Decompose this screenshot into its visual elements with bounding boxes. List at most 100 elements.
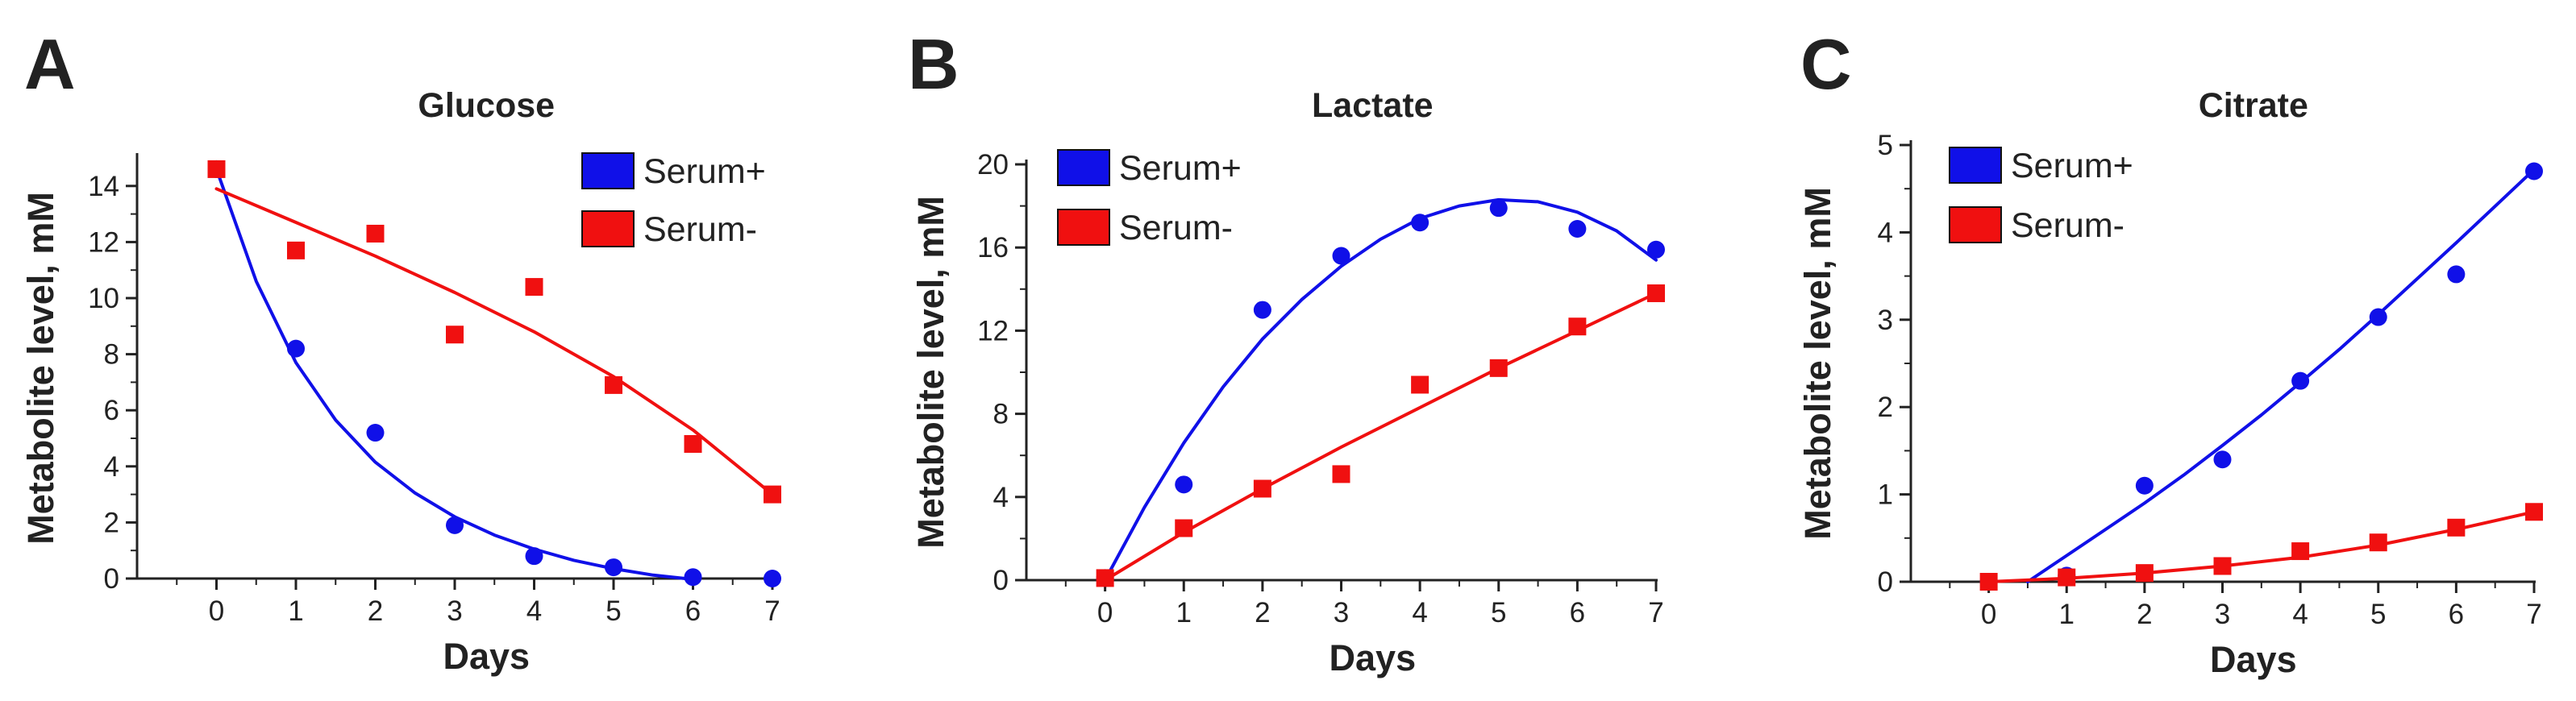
x-tick-label: 0 (1981, 599, 1996, 630)
data-point-serum-plus (764, 570, 781, 587)
data-point-serum-plus (1647, 240, 1665, 259)
panel-letter: A (24, 24, 76, 104)
fit-curve-serum-minus (1987, 510, 2536, 583)
data-point-serum-minus (2291, 542, 2310, 561)
fit-curve-serum-minus (1103, 292, 1658, 582)
legend-label-serum-plus: Serum+ (643, 152, 766, 191)
x-tick-label: 7 (1648, 597, 1663, 628)
x-tick-label: 1 (2059, 599, 2075, 630)
data-point-serum-plus (605, 558, 622, 577)
y-tick-label: 6 (104, 395, 119, 426)
legend-swatch-serum-minus (581, 210, 635, 247)
data-point-serum-minus (2213, 557, 2232, 575)
legend-swatch-serum-minus (1949, 206, 2002, 243)
y-tick-label: 8 (993, 399, 1009, 430)
chart-title: Citrate (2199, 86, 2308, 125)
data-point-serum-minus (1979, 573, 1998, 591)
fit-curve-serum-plus (2025, 168, 2536, 583)
chart-title: Lactate (1312, 86, 1434, 125)
y-tick-label: 1 (1878, 479, 1893, 511)
data-point-serum-minus (1647, 284, 1665, 302)
data-point-serum-plus (525, 547, 543, 566)
data-point-serum-plus (684, 568, 702, 587)
data-point-serum-minus (1489, 359, 1508, 377)
x-axis-label: Days (1330, 637, 1417, 678)
y-tick-label: 12 (88, 226, 119, 258)
data-point-serum-minus (1096, 569, 1114, 587)
y-tick-label: 2 (104, 507, 119, 538)
fit-curve-serum-plus (1103, 197, 1658, 582)
data-point-serum-minus (2525, 503, 2543, 521)
x-tick-label: 1 (1176, 597, 1192, 628)
y-axis-label: Metabolite level, mM (20, 192, 61, 545)
x-tick-label: 3 (447, 595, 462, 627)
data-point-serum-plus (1489, 199, 1508, 218)
y-tick-label: 3 (1878, 305, 1893, 336)
x-tick-label: 7 (2526, 599, 2541, 630)
data-point-serum-plus (2525, 162, 2543, 180)
data-point-serum-minus (207, 160, 226, 178)
legend-label-serum-minus: Serum- (1119, 209, 1233, 247)
x-tick-label: 0 (209, 595, 224, 627)
legend-label-serum-plus: Serum+ (1119, 149, 1242, 188)
data-point-serum-plus (2369, 308, 2387, 326)
x-tick-label: 7 (764, 595, 780, 627)
data-point-serum-plus (1253, 301, 1271, 319)
x-tick-label: 6 (685, 595, 701, 627)
data-point-serum-minus (684, 434, 702, 453)
legend-swatch-serum-minus (1057, 209, 1110, 246)
data-point-serum-minus (2447, 518, 2466, 537)
data-point-serum-minus (525, 278, 543, 297)
legend-label-serum-minus: Serum- (643, 210, 757, 249)
data-point-serum-minus (1568, 317, 1587, 336)
x-tick-label: 2 (1255, 597, 1270, 628)
data-point-serum-minus (2058, 568, 2076, 587)
data-point-serum-minus (605, 375, 622, 394)
data-point-serum-plus (1175, 475, 1193, 494)
panel-letter: B (908, 24, 959, 104)
data-point-serum-plus (446, 516, 464, 534)
data-point-serum-minus (287, 241, 305, 259)
panel-letter: C (1800, 24, 1852, 104)
data-point-serum-plus (2447, 265, 2466, 284)
data-point-serum-minus (446, 326, 464, 344)
legend: Serum+ Serum- (581, 152, 766, 249)
x-tick-label: 5 (1491, 597, 1506, 628)
legend-label-serum-minus: Serum- (2011, 206, 2124, 245)
y-tick-label: 0 (104, 563, 119, 595)
x-tick-label: 6 (1570, 597, 1585, 628)
y-tick-label: 12 (977, 315, 1009, 346)
y-axis-label: Metabolite level, mM (910, 196, 951, 549)
legend-swatch-serum-plus (1949, 147, 2002, 184)
x-tick-label: 5 (2370, 599, 2386, 630)
x-tick-label: 6 (2449, 599, 2464, 630)
y-tick-label: 20 (977, 149, 1009, 180)
data-point-serum-plus (1568, 219, 1587, 238)
x-tick-label: 5 (606, 595, 621, 627)
x-tick-label: 3 (1334, 597, 1349, 628)
data-point-serum-plus (2135, 476, 2154, 495)
y-tick-label: 0 (993, 565, 1009, 596)
data-point-serum-minus (1253, 479, 1271, 498)
y-tick-label: 4 (993, 482, 1009, 513)
legend-label-serum-plus: Serum+ (2011, 147, 2133, 185)
x-axis-label: Days (2210, 639, 2297, 680)
legend: Serum+ Serum- (1057, 149, 1242, 247)
data-point-serum-plus (1411, 214, 1429, 232)
x-axis-label: Days (443, 636, 530, 677)
data-point-serum-minus (2135, 564, 2154, 583)
x-tick-label: 3 (2215, 599, 2230, 630)
legend-swatch-serum-plus (1057, 149, 1110, 186)
y-tick-label: 14 (88, 171, 119, 202)
x-tick-label: 4 (1412, 597, 1427, 628)
y-tick-label: 4 (1878, 217, 1893, 248)
y-tick-label: 5 (1878, 130, 1893, 161)
x-tick-label: 4 (2292, 599, 2308, 630)
x-tick-label: 2 (2137, 599, 2152, 630)
x-tick-label: 2 (368, 595, 383, 627)
y-tick-label: 16 (977, 232, 1009, 263)
x-tick-label: 1 (288, 595, 303, 627)
